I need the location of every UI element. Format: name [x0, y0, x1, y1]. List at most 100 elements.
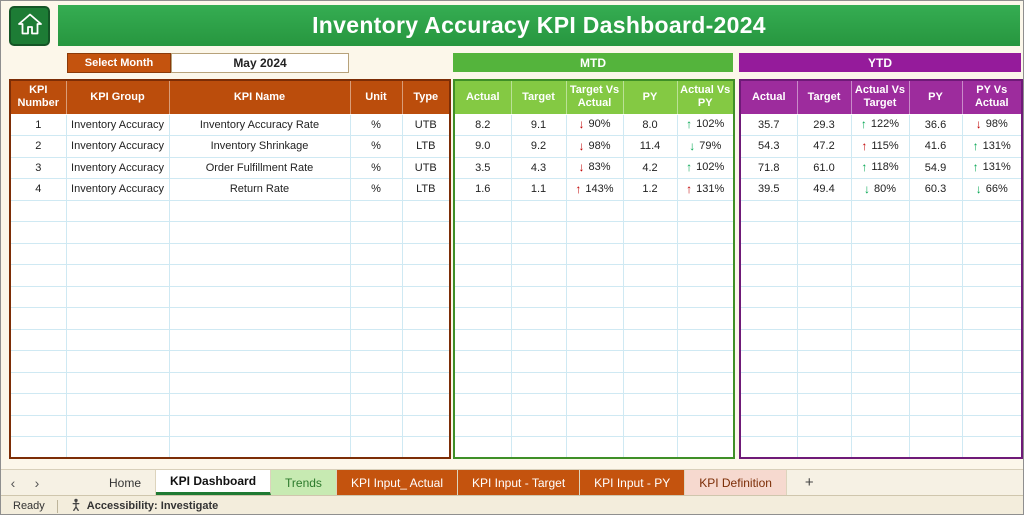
empty-cell[interactable] [908, 307, 963, 330]
empty-cell[interactable] [796, 328, 852, 351]
empty-cell[interactable] [401, 242, 451, 265]
empty-cell[interactable] [850, 221, 910, 244]
empty-cell[interactable] [622, 264, 678, 287]
empty-cell[interactable] [565, 328, 624, 351]
empty-cell[interactable] [453, 436, 512, 459]
unit-cell[interactable]: % [349, 135, 403, 158]
empty-cell[interactable] [676, 350, 735, 373]
ytd-py-cell[interactable]: 36.6 [908, 113, 963, 136]
empty-cell[interactable] [565, 436, 624, 459]
empty-cell[interactable] [565, 414, 624, 437]
empty-cell[interactable] [676, 264, 735, 287]
empty-cell[interactable] [739, 221, 798, 244]
empty-cell[interactable] [401, 285, 451, 308]
empty-cell[interactable] [850, 393, 910, 416]
empty-cell[interactable] [9, 328, 67, 351]
ytd-py-cell[interactable]: 41.6 [908, 135, 963, 158]
empty-cell[interactable] [65, 199, 170, 222]
empty-cell[interactable] [961, 350, 1023, 373]
empty-cell[interactable] [510, 221, 567, 244]
ytd-actual-vs-target-cell[interactable]: ↑ 122% [850, 113, 910, 136]
empty-cell[interactable] [168, 242, 351, 265]
type-cell[interactable]: UTB [401, 113, 451, 136]
empty-cell[interactable] [349, 221, 403, 244]
mtd-target-cell[interactable]: 1.1 [510, 178, 567, 201]
ytd-py-vs-actual-cell[interactable]: ↓ 66% [961, 178, 1023, 201]
empty-cell[interactable] [565, 393, 624, 416]
empty-cell[interactable] [510, 285, 567, 308]
empty-cell[interactable] [850, 414, 910, 437]
empty-cell[interactable] [622, 328, 678, 351]
mtd-actual-cell[interactable]: 8.2 [453, 113, 512, 136]
ytd-py-cell[interactable]: 54.9 [908, 156, 963, 179]
empty-cell[interactable] [739, 285, 798, 308]
empty-cell[interactable] [510, 371, 567, 394]
empty-cell[interactable] [9, 414, 67, 437]
empty-cell[interactable] [510, 199, 567, 222]
empty-cell[interactable] [349, 436, 403, 459]
empty-cell[interactable] [908, 242, 963, 265]
empty-cell[interactable] [349, 371, 403, 394]
empty-cell[interactable] [168, 414, 351, 437]
mtd-actual-cell[interactable]: 1.6 [453, 178, 512, 201]
empty-cell[interactable] [961, 414, 1023, 437]
empty-cell[interactable] [65, 436, 170, 459]
empty-cell[interactable] [850, 436, 910, 459]
ytd-target-cell[interactable]: 29.3 [796, 113, 852, 136]
ytd-target-cell[interactable]: 61.0 [796, 156, 852, 179]
kpi-group-cell[interactable]: Inventory Accuracy [65, 156, 170, 179]
empty-cell[interactable] [565, 285, 624, 308]
empty-cell[interactable] [168, 221, 351, 244]
ytd-actual-cell[interactable]: 39.5 [739, 178, 798, 201]
empty-cell[interactable] [510, 264, 567, 287]
empty-cell[interactable] [65, 221, 170, 244]
empty-cell[interactable] [65, 285, 170, 308]
empty-cell[interactable] [510, 307, 567, 330]
unit-cell[interactable]: % [349, 156, 403, 179]
empty-cell[interactable] [622, 393, 678, 416]
empty-cell[interactable] [961, 328, 1023, 351]
type-cell[interactable]: UTB [401, 156, 451, 179]
empty-cell[interactable] [9, 199, 67, 222]
empty-cell[interactable] [168, 393, 351, 416]
empty-cell[interactable] [796, 350, 852, 373]
kpi-group-cell[interactable]: Inventory Accuracy [65, 135, 170, 158]
empty-cell[interactable] [401, 350, 451, 373]
empty-cell[interactable] [453, 307, 512, 330]
home-button[interactable] [9, 6, 50, 46]
empty-cell[interactable] [622, 242, 678, 265]
ytd-py-cell[interactable]: 60.3 [908, 178, 963, 201]
empty-cell[interactable] [9, 221, 67, 244]
empty-cell[interactable] [739, 371, 798, 394]
ytd-py-vs-actual-cell[interactable]: ↑ 131% [961, 156, 1023, 179]
empty-cell[interactable] [850, 264, 910, 287]
empty-cell[interactable] [908, 285, 963, 308]
empty-cell[interactable] [349, 242, 403, 265]
empty-cell[interactable] [65, 264, 170, 287]
mtd-actual-vs-py-cell[interactable]: ↓ 79% [676, 135, 735, 158]
empty-cell[interactable] [850, 371, 910, 394]
ytd-actual-vs-target-cell[interactable]: ↑ 115% [850, 135, 910, 158]
empty-cell[interactable] [401, 199, 451, 222]
empty-cell[interactable] [453, 221, 512, 244]
empty-cell[interactable] [676, 199, 735, 222]
empty-cell[interactable] [739, 436, 798, 459]
empty-cell[interactable] [796, 371, 852, 394]
empty-cell[interactable] [850, 328, 910, 351]
tab-trends[interactable]: Trends [271, 470, 337, 495]
mtd-py-cell[interactable]: 8.0 [622, 113, 678, 136]
empty-cell[interactable] [622, 199, 678, 222]
empty-cell[interactable] [401, 436, 451, 459]
empty-cell[interactable] [9, 307, 67, 330]
empty-cell[interactable] [9, 436, 67, 459]
empty-cell[interactable] [565, 221, 624, 244]
ytd-py-vs-actual-cell[interactable]: ↑ 131% [961, 135, 1023, 158]
empty-cell[interactable] [168, 350, 351, 373]
tab-kpi-input-py[interactable]: KPI Input - PY [580, 470, 686, 495]
mtd-target-vs-actual-cell[interactable]: ↓ 83% [565, 156, 624, 179]
ytd-actual-cell[interactable]: 35.7 [739, 113, 798, 136]
ytd-target-cell[interactable]: 47.2 [796, 135, 852, 158]
mtd-actual-vs-py-cell[interactable]: ↑ 102% [676, 156, 735, 179]
empty-cell[interactable] [961, 221, 1023, 244]
empty-cell[interactable] [796, 199, 852, 222]
